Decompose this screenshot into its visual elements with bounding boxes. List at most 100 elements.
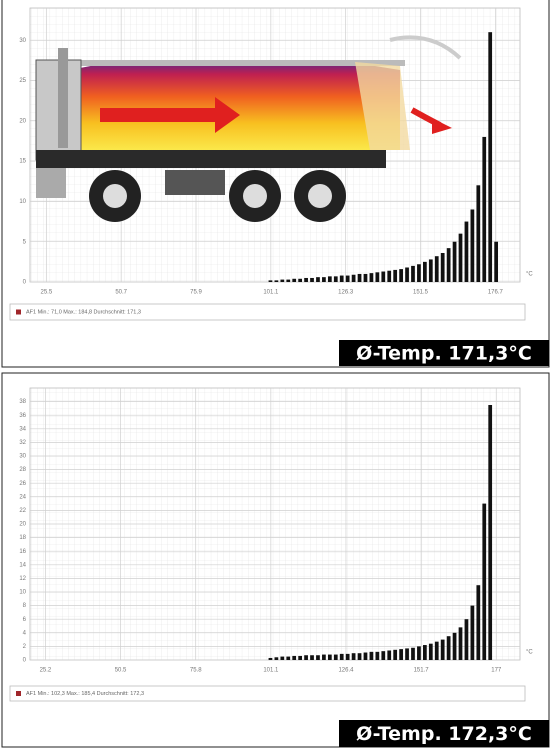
y-tick-label: 34 <box>19 426 26 432</box>
histogram-bar <box>459 627 463 660</box>
legend-swatch <box>16 310 21 315</box>
histogram-bar <box>423 645 427 660</box>
x-tick-label: 50.5 <box>115 668 127 674</box>
histogram-bar <box>429 259 433 282</box>
histogram-bar <box>375 652 379 660</box>
histogram-bar <box>275 657 279 660</box>
histogram-bar <box>346 276 350 282</box>
y-tick-label: 5 <box>23 239 27 245</box>
histogram-bar <box>352 275 356 282</box>
y-tick-label: 24 <box>19 494 26 500</box>
histogram-bar <box>298 656 302 660</box>
x-tick-label: 126.3 <box>338 290 354 296</box>
histogram-bar <box>370 652 374 660</box>
legend-text: AF1 Min.: 71,0 Max.: 184,8 Durchschnitt:… <box>26 309 141 315</box>
y-tick-label: 20 <box>19 522 26 528</box>
y-tick-label: 22 <box>19 508 26 514</box>
histogram-bar <box>411 266 415 282</box>
histogram-bar <box>399 269 403 282</box>
x-axis-unit: °C <box>526 272 533 278</box>
histogram-bar <box>435 256 439 282</box>
y-tick-label: 8 <box>23 603 27 609</box>
legend-text: AF1 Min.: 102,3 Max.: 185,4 Durchschnitt… <box>26 691 144 697</box>
x-tick-label: 101.1 <box>263 290 279 296</box>
histogram-bar <box>393 650 397 660</box>
histogram-bar <box>358 274 362 282</box>
histogram-bar <box>465 222 469 282</box>
x-tick-label: 25.5 <box>40 290 52 296</box>
histogram-bar <box>310 278 314 282</box>
y-tick-label: 2 <box>23 644 27 650</box>
histogram-bar <box>482 137 486 282</box>
histogram-bar <box>471 209 475 282</box>
histogram-bar <box>411 648 415 660</box>
histogram-bar <box>471 606 475 660</box>
histogram-bar <box>435 642 439 660</box>
histogram-bar <box>275 280 279 282</box>
y-tick-label: 16 <box>19 549 26 555</box>
histogram-bar <box>488 32 492 282</box>
histogram-bar <box>316 277 320 282</box>
histogram-bar <box>292 656 296 660</box>
histogram-bar <box>328 655 332 660</box>
histogram-bar <box>393 270 397 282</box>
histogram-bar <box>286 280 290 282</box>
histogram-bar <box>423 262 427 282</box>
y-tick-label: 28 <box>19 467 26 473</box>
y-tick-label: 36 <box>19 413 26 419</box>
histogram-bar <box>476 185 480 282</box>
histogram-bar <box>304 278 308 282</box>
histogram-bar <box>405 267 409 282</box>
histogram-bar <box>334 276 338 282</box>
histogram-bar <box>280 657 284 660</box>
histogram-bar <box>370 273 374 282</box>
y-tick-label: 10 <box>19 199 26 205</box>
histogram-bar <box>269 658 273 660</box>
x-tick-label: 50.7 <box>115 290 127 296</box>
histogram-bar <box>399 649 403 660</box>
histogram-bar <box>476 585 480 660</box>
histogram-bar <box>459 234 463 282</box>
histogram-bar <box>322 277 326 282</box>
x-tick-label: 151.5 <box>413 290 429 296</box>
y-tick-label: 4 <box>23 630 27 636</box>
histogram-bar <box>364 653 368 660</box>
y-tick-label: 6 <box>23 617 27 623</box>
x-tick-label: 101.1 <box>263 668 279 674</box>
legend-swatch <box>16 691 21 696</box>
y-tick-label: 12 <box>19 576 26 582</box>
histogram-bar <box>352 653 356 660</box>
histogram-bar <box>381 651 385 660</box>
histogram-bar <box>358 653 362 660</box>
histogram-bar <box>334 655 338 660</box>
histogram-bar <box>340 654 344 660</box>
histogram-bar <box>322 655 326 660</box>
histogram-bar <box>364 274 368 282</box>
y-tick-label: 18 <box>19 535 26 541</box>
x-axis-unit: °C <box>526 650 533 656</box>
histogram-bar <box>375 272 379 282</box>
histogram-bar <box>417 646 421 660</box>
x-tick-label: 176.7 <box>488 290 504 296</box>
histogram-bar <box>447 248 451 282</box>
histogram-bar <box>488 405 492 660</box>
histogram-bar <box>441 253 445 282</box>
temp-label: Ø-Temp. 171,3°C <box>356 343 532 365</box>
x-tick-label: 25.2 <box>40 668 52 674</box>
y-tick-label: 0 <box>23 658 27 664</box>
y-tick-label: 32 <box>19 440 26 446</box>
histogram-bar <box>310 655 314 660</box>
page: 05101520253025.550.775.9101.1126.3151.51… <box>0 0 551 748</box>
histogram-bar <box>482 504 486 660</box>
y-tick-label: 38 <box>19 399 26 405</box>
histogram-bar <box>405 648 409 660</box>
histogram-bar <box>429 644 433 660</box>
histogram-bar <box>465 619 469 660</box>
histogram-bar <box>286 657 290 660</box>
histogram-bar <box>304 655 308 660</box>
x-tick-label: 75.9 <box>190 290 202 296</box>
histogram-bar <box>298 279 302 282</box>
histogram-bar <box>441 640 445 660</box>
histogram-bar <box>328 276 332 282</box>
histogram-bar <box>269 280 273 282</box>
